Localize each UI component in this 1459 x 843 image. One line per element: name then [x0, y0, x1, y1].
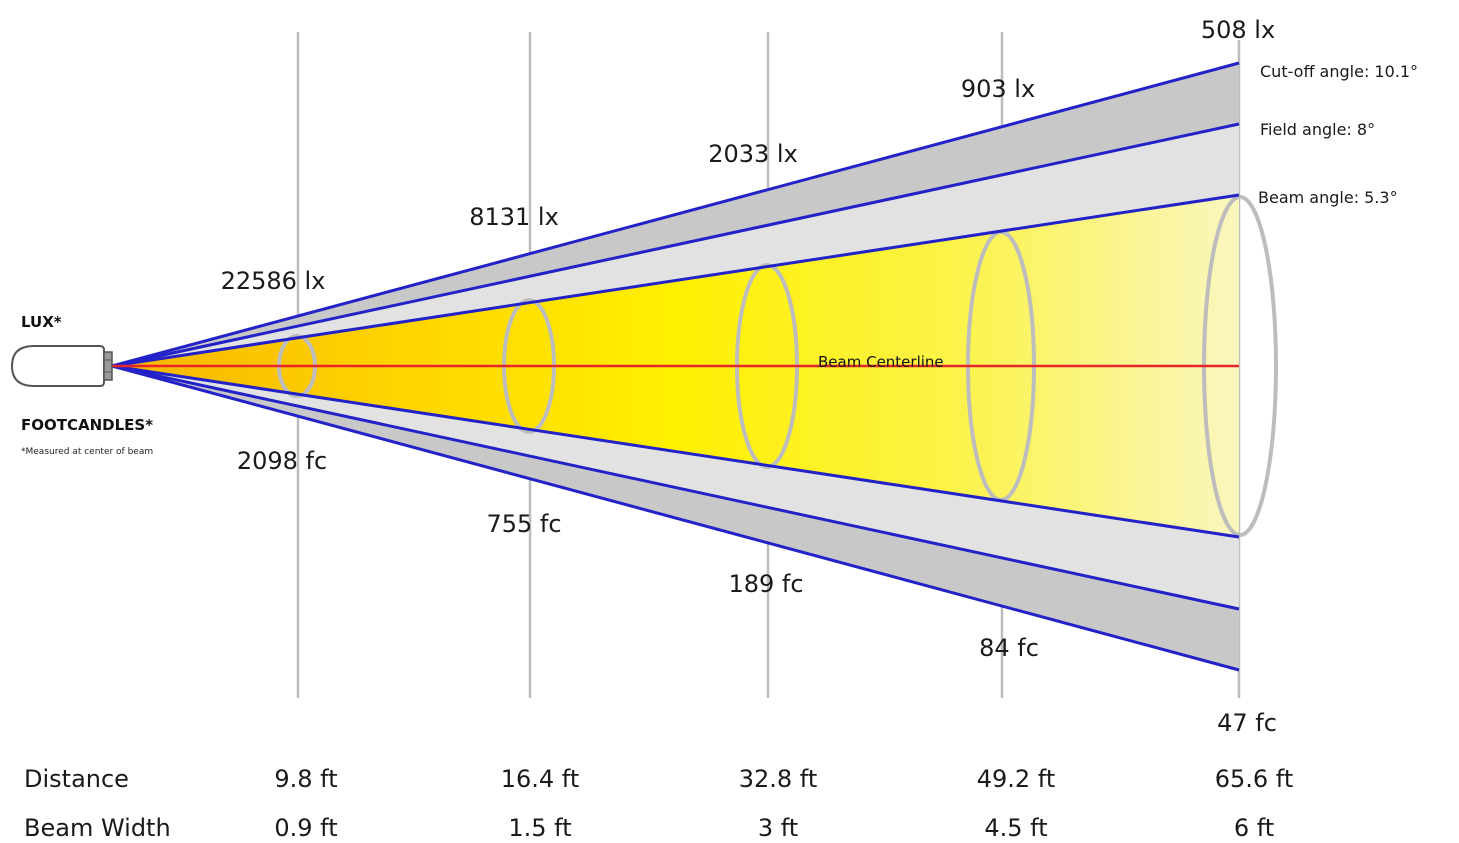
- cutoff-angle-label: Cut-off angle: 10.1°: [1260, 62, 1418, 81]
- beam-width-value-4: 4.5 ft: [984, 814, 1047, 842]
- beam-edge-lower: [111, 364, 1240, 539]
- fc-value-3: 189 fc: [728, 570, 803, 598]
- field-angle-label: Field angle: 8°: [1260, 120, 1375, 139]
- distance-row: Distance 9.8 ft 16.4 ft 32.8 ft 49.2 ft …: [24, 765, 1293, 793]
- beam-edges: [111, 61, 1240, 672]
- distance-label: Distance: [24, 765, 129, 793]
- fc-value-5: 47 fc: [1217, 709, 1277, 737]
- fc-value-2: 755 fc: [486, 510, 561, 538]
- distance-value-3: 32.8 ft: [739, 765, 818, 793]
- beam-width-value-1: 0.9 ft: [274, 814, 337, 842]
- fc-value-1: 2098 fc: [237, 447, 327, 475]
- field-edge-upper: [111, 122, 1240, 368]
- cutoff-edge-upper: [111, 61, 1240, 368]
- field-edge-lower: [111, 364, 1240, 611]
- lux-value-1: 22586 lx: [221, 267, 326, 295]
- beam-angle-label: Beam angle: 5.3°: [1258, 188, 1398, 207]
- distance-value-2: 16.4 ft: [501, 765, 580, 793]
- beam-width-value-5: 6 ft: [1234, 814, 1274, 842]
- lux-value-4: 903 lx: [961, 75, 1035, 103]
- fc-value-4: 84 fc: [979, 634, 1039, 662]
- distance-value-5: 65.6 ft: [1215, 765, 1294, 793]
- beam-width-row: Beam Width 0.9 ft 1.5 ft 3 ft 4.5 ft 6 f…: [24, 814, 1274, 842]
- centerline-label: Beam Centerline: [818, 353, 944, 371]
- lux-value-5: 508 lx: [1201, 16, 1275, 44]
- distance-value-1: 9.8 ft: [274, 765, 337, 793]
- lux-value-2: 8131 lx: [469, 203, 559, 231]
- measurement-note: *Measured at center of beam: [21, 447, 153, 457]
- footcandles-heading: FOOTCANDLES*: [21, 416, 153, 434]
- cutoff-edge-lower: [111, 364, 1240, 672]
- beam-width-value-2: 1.5 ft: [508, 814, 571, 842]
- light-fixture-icon: [10, 345, 113, 387]
- beam-edge-upper: [111, 193, 1240, 368]
- beam-width-label: Beam Width: [24, 814, 171, 842]
- beam-width-value-3: 3 ft: [758, 814, 798, 842]
- lux-heading: LUX*: [21, 313, 62, 331]
- distance-value-4: 49.2 ft: [977, 765, 1056, 793]
- lux-value-3: 2033 lx: [708, 140, 798, 168]
